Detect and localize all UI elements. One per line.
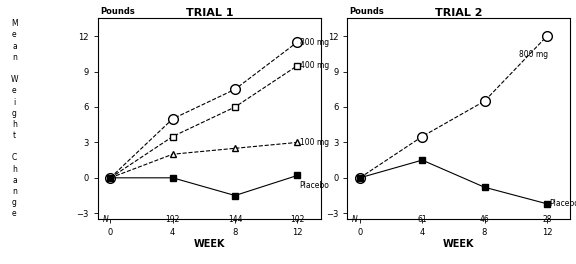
Text: 144: 144: [228, 215, 242, 224]
Text: C: C: [12, 153, 17, 162]
Text: Placebo: Placebo: [549, 199, 576, 208]
Text: e: e: [12, 209, 17, 218]
Text: n: n: [12, 53, 17, 62]
Text: 100 mg: 100 mg: [300, 138, 329, 147]
Text: 192: 192: [165, 215, 180, 224]
Text: 28: 28: [542, 215, 552, 224]
Text: h: h: [12, 120, 17, 129]
X-axis label: WEEK: WEEK: [194, 239, 225, 248]
Text: a: a: [12, 176, 17, 185]
Text: Pounds: Pounds: [350, 7, 384, 16]
Text: 400 mg: 400 mg: [300, 61, 329, 70]
Text: Placebo: Placebo: [300, 181, 329, 190]
Text: N: N: [352, 215, 358, 224]
Text: a: a: [12, 42, 17, 51]
Text: 800 mg: 800 mg: [300, 37, 329, 46]
Text: i: i: [13, 97, 16, 107]
Text: 61: 61: [418, 215, 427, 224]
Title: TRIAL 1: TRIAL 1: [185, 8, 233, 18]
Text: t: t: [13, 131, 16, 140]
Text: Pounds: Pounds: [100, 7, 135, 16]
Text: 800 mg: 800 mg: [519, 50, 548, 59]
Text: N: N: [103, 215, 108, 224]
Text: g: g: [12, 109, 17, 118]
X-axis label: WEEK: WEEK: [443, 239, 475, 248]
Text: 46: 46: [480, 215, 490, 224]
Text: g: g: [12, 198, 17, 207]
Text: h: h: [12, 165, 17, 174]
Title: TRIAL 2: TRIAL 2: [435, 8, 483, 18]
Text: W: W: [10, 75, 18, 84]
Text: M: M: [11, 19, 18, 28]
Text: e: e: [12, 30, 17, 39]
Text: 102: 102: [290, 215, 305, 224]
Text: e: e: [12, 86, 17, 95]
Text: n: n: [12, 187, 17, 196]
